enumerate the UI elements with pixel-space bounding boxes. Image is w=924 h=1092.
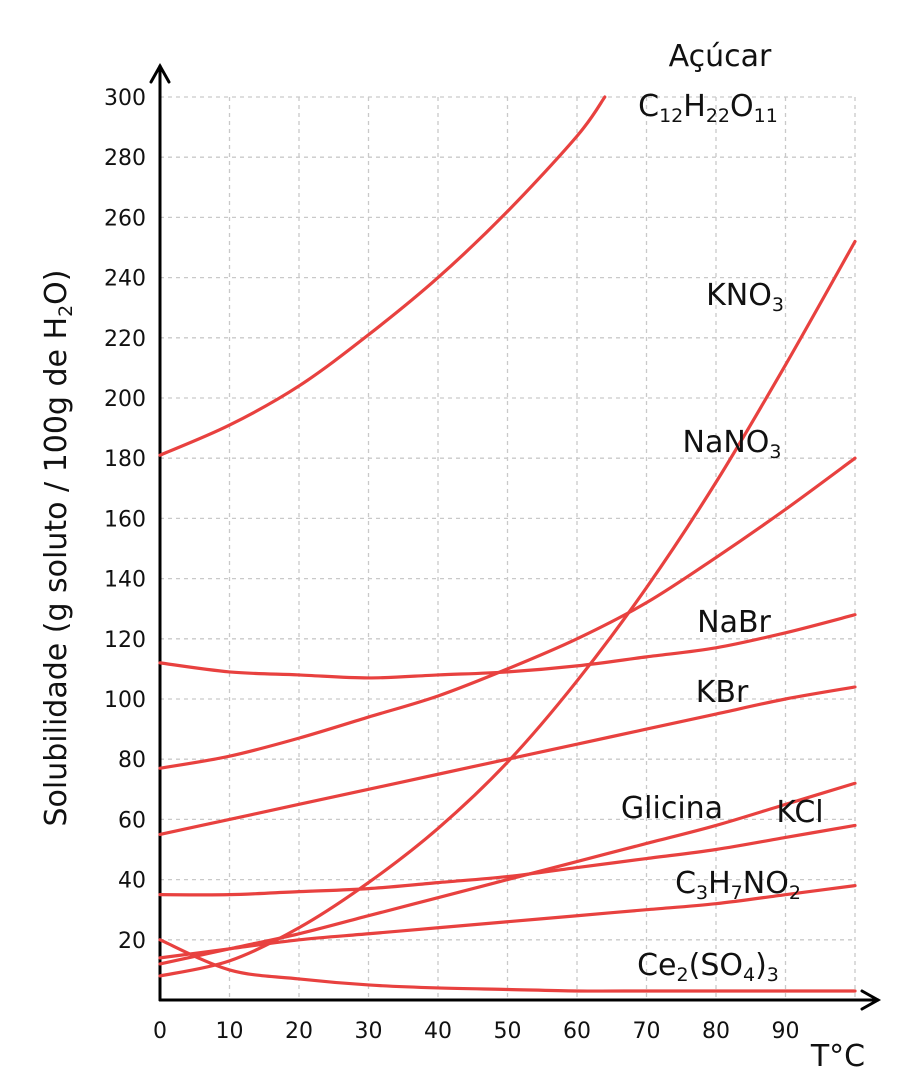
- y-tick-label: 260: [104, 206, 146, 231]
- label-part: KBr: [696, 675, 749, 710]
- x-tick-label: 50: [494, 1019, 522, 1044]
- label-part: ): [755, 948, 767, 983]
- y-tick-label: 40: [118, 869, 146, 894]
- y-axis-label: Solubilidade (g soluto / 100g de H2O): [39, 269, 77, 826]
- series-label: C3H7NO2: [675, 866, 801, 904]
- label-part: NaNO: [683, 425, 770, 460]
- series-line-glicina: [158, 823, 857, 897]
- x-tick-label: 10: [216, 1019, 244, 1044]
- series-line-a-car-c12h22o11: [158, 95, 607, 457]
- x-tick-label: 30: [355, 1019, 383, 1044]
- series-label: KCl: [776, 795, 823, 830]
- curves: [158, 95, 857, 993]
- axes: [149, 62, 882, 1011]
- label-part: H: [683, 89, 706, 124]
- series-label: KNO3: [706, 278, 784, 316]
- series-line-kbr: [158, 685, 857, 837]
- y-tick-label: 280: [104, 146, 146, 171]
- label-part: C: [675, 866, 696, 901]
- subscript: 3: [769, 441, 781, 463]
- y-tick-label: 140: [104, 568, 146, 593]
- label-part: O: [730, 89, 754, 124]
- subscript: 3: [772, 294, 784, 316]
- label-part: NaBr: [697, 605, 771, 640]
- series-label: NaNO3: [683, 425, 782, 463]
- y-tick-label: 180: [104, 447, 146, 472]
- subscript: 2: [677, 964, 689, 986]
- y-tick-label: 120: [104, 628, 146, 653]
- series-line-ce2-so4-3: [158, 938, 857, 993]
- subscript: 2: [789, 882, 801, 904]
- x-axis-arrow: [860, 989, 882, 1011]
- x-tick-label: 90: [772, 1019, 800, 1044]
- x-tick-label: 70: [633, 1019, 661, 1044]
- x-tick-label: 80: [702, 1019, 730, 1044]
- series-label: Açúcar: [669, 39, 772, 74]
- subscript: 11: [754, 105, 778, 127]
- y-tick-label: 20: [118, 929, 146, 954]
- x-tick-label: 0: [153, 1019, 167, 1044]
- label-part: NO: [743, 866, 789, 901]
- y-tick-label: 80: [118, 748, 146, 773]
- label-part: (SO: [689, 948, 743, 983]
- grid: [160, 96, 856, 1000]
- label-part: H: [708, 866, 731, 901]
- label-part: KCl: [776, 795, 823, 830]
- y-tick-label: 200: [104, 387, 146, 412]
- series-label: Glicina: [621, 791, 723, 826]
- label-part: Glicina: [621, 791, 723, 826]
- label-part: Ce: [637, 948, 676, 983]
- series-line-kcl: [158, 781, 857, 966]
- y-tick-label: 100: [104, 688, 146, 713]
- x-tick-label: 40: [424, 1019, 452, 1044]
- label-part: Açúcar: [669, 39, 772, 74]
- label-part: KNO: [706, 278, 772, 313]
- x-tick-label: 20: [285, 1019, 313, 1044]
- label-part: Solubilidade (g soluto / 100g de H: [39, 317, 74, 827]
- series-label: NaBr: [697, 605, 771, 640]
- y-tick-label: 160: [104, 507, 146, 532]
- label-part: C: [638, 89, 659, 124]
- subscript: 2: [55, 305, 77, 317]
- subscript: 4: [743, 964, 755, 986]
- x-axis-label: T°C: [810, 1039, 865, 1074]
- y-tick-label: 240: [104, 267, 146, 292]
- subscript: 7: [731, 882, 743, 904]
- series-line-c3h7no2: [158, 884, 857, 960]
- subscript: 12: [659, 105, 683, 127]
- y-tick-label: 300: [104, 86, 146, 111]
- series-label: Ce2(SO4)3: [637, 948, 779, 986]
- series-line-nano3: [158, 456, 857, 770]
- series-label: KBr: [696, 675, 749, 710]
- subscript: 22: [706, 105, 730, 127]
- label-part: O): [39, 269, 74, 304]
- subscript: 3: [767, 964, 779, 986]
- subscript: 3: [696, 882, 708, 904]
- series-line-nabr: [158, 613, 857, 680]
- y-axis-arrow: [149, 62, 171, 84]
- tick-labels: 0 10 20 30 40 50 60 70 80 90 20 40 60 80 100 120 140 160 1…: [104, 86, 800, 1044]
- y-tick-label: 220: [104, 327, 146, 352]
- series-line-kno3: [158, 239, 857, 978]
- x-tick-label: 60: [563, 1019, 591, 1044]
- y-tick-label: 60: [118, 808, 146, 833]
- series-formula-label: C12H22O11: [638, 89, 778, 127]
